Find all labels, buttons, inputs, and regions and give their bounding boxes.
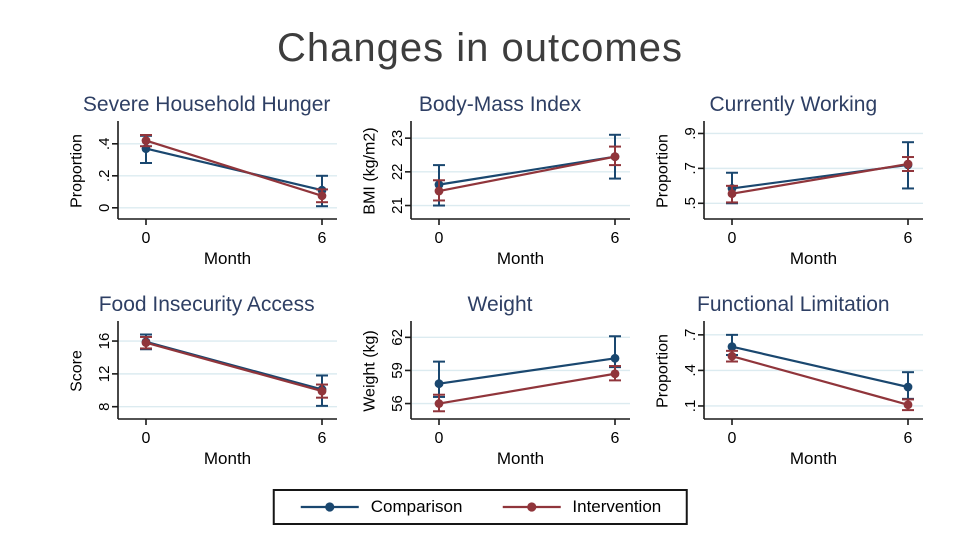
- x-tick-label: 0: [141, 230, 150, 247]
- y-tick-label: .2: [96, 170, 113, 183]
- series-line: [732, 162, 909, 195]
- data-point-marker: [727, 342, 737, 352]
- chart-weight: Weight 56 59 62 0 6 Month Weight (kg): [353, 286, 646, 486]
- data-point-marker: [727, 189, 737, 199]
- series-line: [732, 345, 909, 389]
- y-tick-label: 23: [389, 130, 406, 147]
- y-axis-title: Proportion: [68, 134, 85, 208]
- chart-currently-working: Currently Working .5 .7 .9 0 6 Month Proportio…: [647, 86, 940, 286]
- slide-title: Changes in outcomes: [277, 26, 683, 70]
- legend: Comparison Intervention: [272, 489, 688, 525]
- data-point-marker: [141, 136, 151, 145]
- data-point-marker: [610, 152, 620, 162]
- y-tick-label: 0: [96, 204, 113, 212]
- chart-title: Body-Mass Index: [418, 93, 582, 116]
- x-tick-label: 6: [611, 430, 620, 447]
- intervention-line-swatch: [502, 502, 561, 512]
- data-point-marker: [317, 386, 327, 396]
- x-tick-label: 0: [435, 430, 444, 447]
- series-line: [438, 372, 616, 405]
- y-axis-title: Proportion: [655, 134, 672, 208]
- x-tick-label: 0: [141, 430, 150, 447]
- x-axis-title: Month: [790, 249, 837, 268]
- chart-title: Weight: [467, 293, 533, 316]
- data-point-marker: [610, 353, 620, 363]
- series-line: [438, 155, 616, 193]
- data-point-marker: [727, 351, 737, 361]
- data-point-marker: [610, 369, 620, 379]
- x-tick-label: 6: [317, 430, 326, 447]
- chart-canvas: 21 22 23 0 6 Month BMI (kg/m2): [362, 121, 630, 268]
- x-tick-label: 0: [728, 430, 737, 447]
- data-point-marker: [434, 379, 444, 389]
- series-line: [732, 355, 909, 406]
- y-tick-label: .7: [683, 162, 700, 175]
- y-tick-label: .4: [683, 364, 700, 377]
- x-tick-label: 0: [728, 230, 737, 247]
- chart-functional-limitation: Functional Limitation .1 .4 .7 0 6 Month Propo…: [647, 286, 940, 486]
- y-tick-label: 56: [389, 395, 406, 412]
- y-tick-label: .9: [683, 127, 700, 140]
- data-point-marker: [903, 400, 913, 410]
- series-line: [145, 139, 322, 197]
- data-point-marker: [141, 338, 151, 348]
- y-axis-title: BMI (kg/m2): [362, 127, 379, 214]
- x-axis-title: Month: [497, 449, 544, 468]
- y-tick-label: 21: [389, 197, 406, 214]
- data-point-marker: [434, 186, 444, 196]
- data-point-marker: [903, 159, 913, 169]
- x-tick-label: 6: [904, 230, 913, 247]
- y-tick-label: 62: [389, 329, 406, 346]
- chart-title: Severe Household Hunger: [82, 93, 331, 116]
- x-axis-title: Month: [790, 449, 837, 468]
- x-axis-title: Month: [497, 249, 544, 268]
- y-axis-title: Weight (kg): [362, 330, 379, 412]
- charts-grid: Severe Household Hunger 0 .2 .4 0 6 Month Prop…: [60, 86, 940, 486]
- chart-canvas: 56 59 62 0 6 Month Weight (kg): [362, 321, 630, 468]
- comparison-line-swatch: [300, 502, 359, 512]
- legend-item-intervention: Intervention: [500, 497, 661, 517]
- series-line: [145, 147, 322, 192]
- x-axis-title: Month: [204, 249, 251, 268]
- x-axis-title: Month: [204, 449, 251, 468]
- data-point-marker: [903, 382, 913, 392]
- x-tick-label: 0: [435, 230, 444, 247]
- chart-canvas: 0 .2 .4 0 6 Month Proportion: [68, 121, 337, 268]
- x-tick-label: 6: [317, 230, 326, 247]
- y-axis-title: Score: [68, 350, 85, 392]
- chart-canvas: 8 12 16 0 6 Month Score: [68, 321, 337, 468]
- y-tick-label: 8: [96, 403, 113, 411]
- series-line: [438, 357, 616, 385]
- y-tick-label: 59: [389, 362, 406, 379]
- data-point-marker: [434, 399, 444, 408]
- series-line: [145, 341, 322, 393]
- y-axis-title: Proportion: [655, 334, 672, 408]
- chart-body-mass-index: Body-Mass Index 21 22 23 0 6 Month BMI (kg/m2): [353, 86, 646, 286]
- x-tick-label: 6: [904, 430, 913, 447]
- y-tick-label: .5: [683, 197, 700, 210]
- y-tick-label: .7: [683, 329, 700, 342]
- y-tick-label: 22: [389, 163, 406, 180]
- legend-label: Comparison: [370, 497, 463, 516]
- chart-title: Food Insecurity Access: [98, 293, 315, 316]
- data-point-marker: [317, 191, 327, 201]
- chart-canvas: .1 .4 .7 0 6 Month Proportion: [655, 321, 924, 468]
- chart-title: Currently Working: [709, 93, 878, 116]
- chart-canvas: .5 .7 .9 0 6 Month Proportion: [655, 121, 924, 268]
- legend-item-comparison: Comparison: [299, 497, 463, 517]
- y-tick-label: 16: [96, 333, 113, 350]
- chart-food-insecurity-access: Food Insecurity Access 8 12 16 0 6 Month Score: [60, 286, 353, 486]
- chart-severe-household-hunger: Severe Household Hunger 0 .2 .4 0 6 Month Prop…: [60, 86, 353, 286]
- x-tick-label: 6: [611, 230, 620, 247]
- y-tick-label: 12: [96, 366, 113, 383]
- chart-title: Functional Limitation: [697, 293, 890, 316]
- y-tick-label: .4: [96, 138, 113, 151]
- y-tick-label: .1: [683, 400, 700, 413]
- legend-label: Intervention: [572, 497, 662, 516]
